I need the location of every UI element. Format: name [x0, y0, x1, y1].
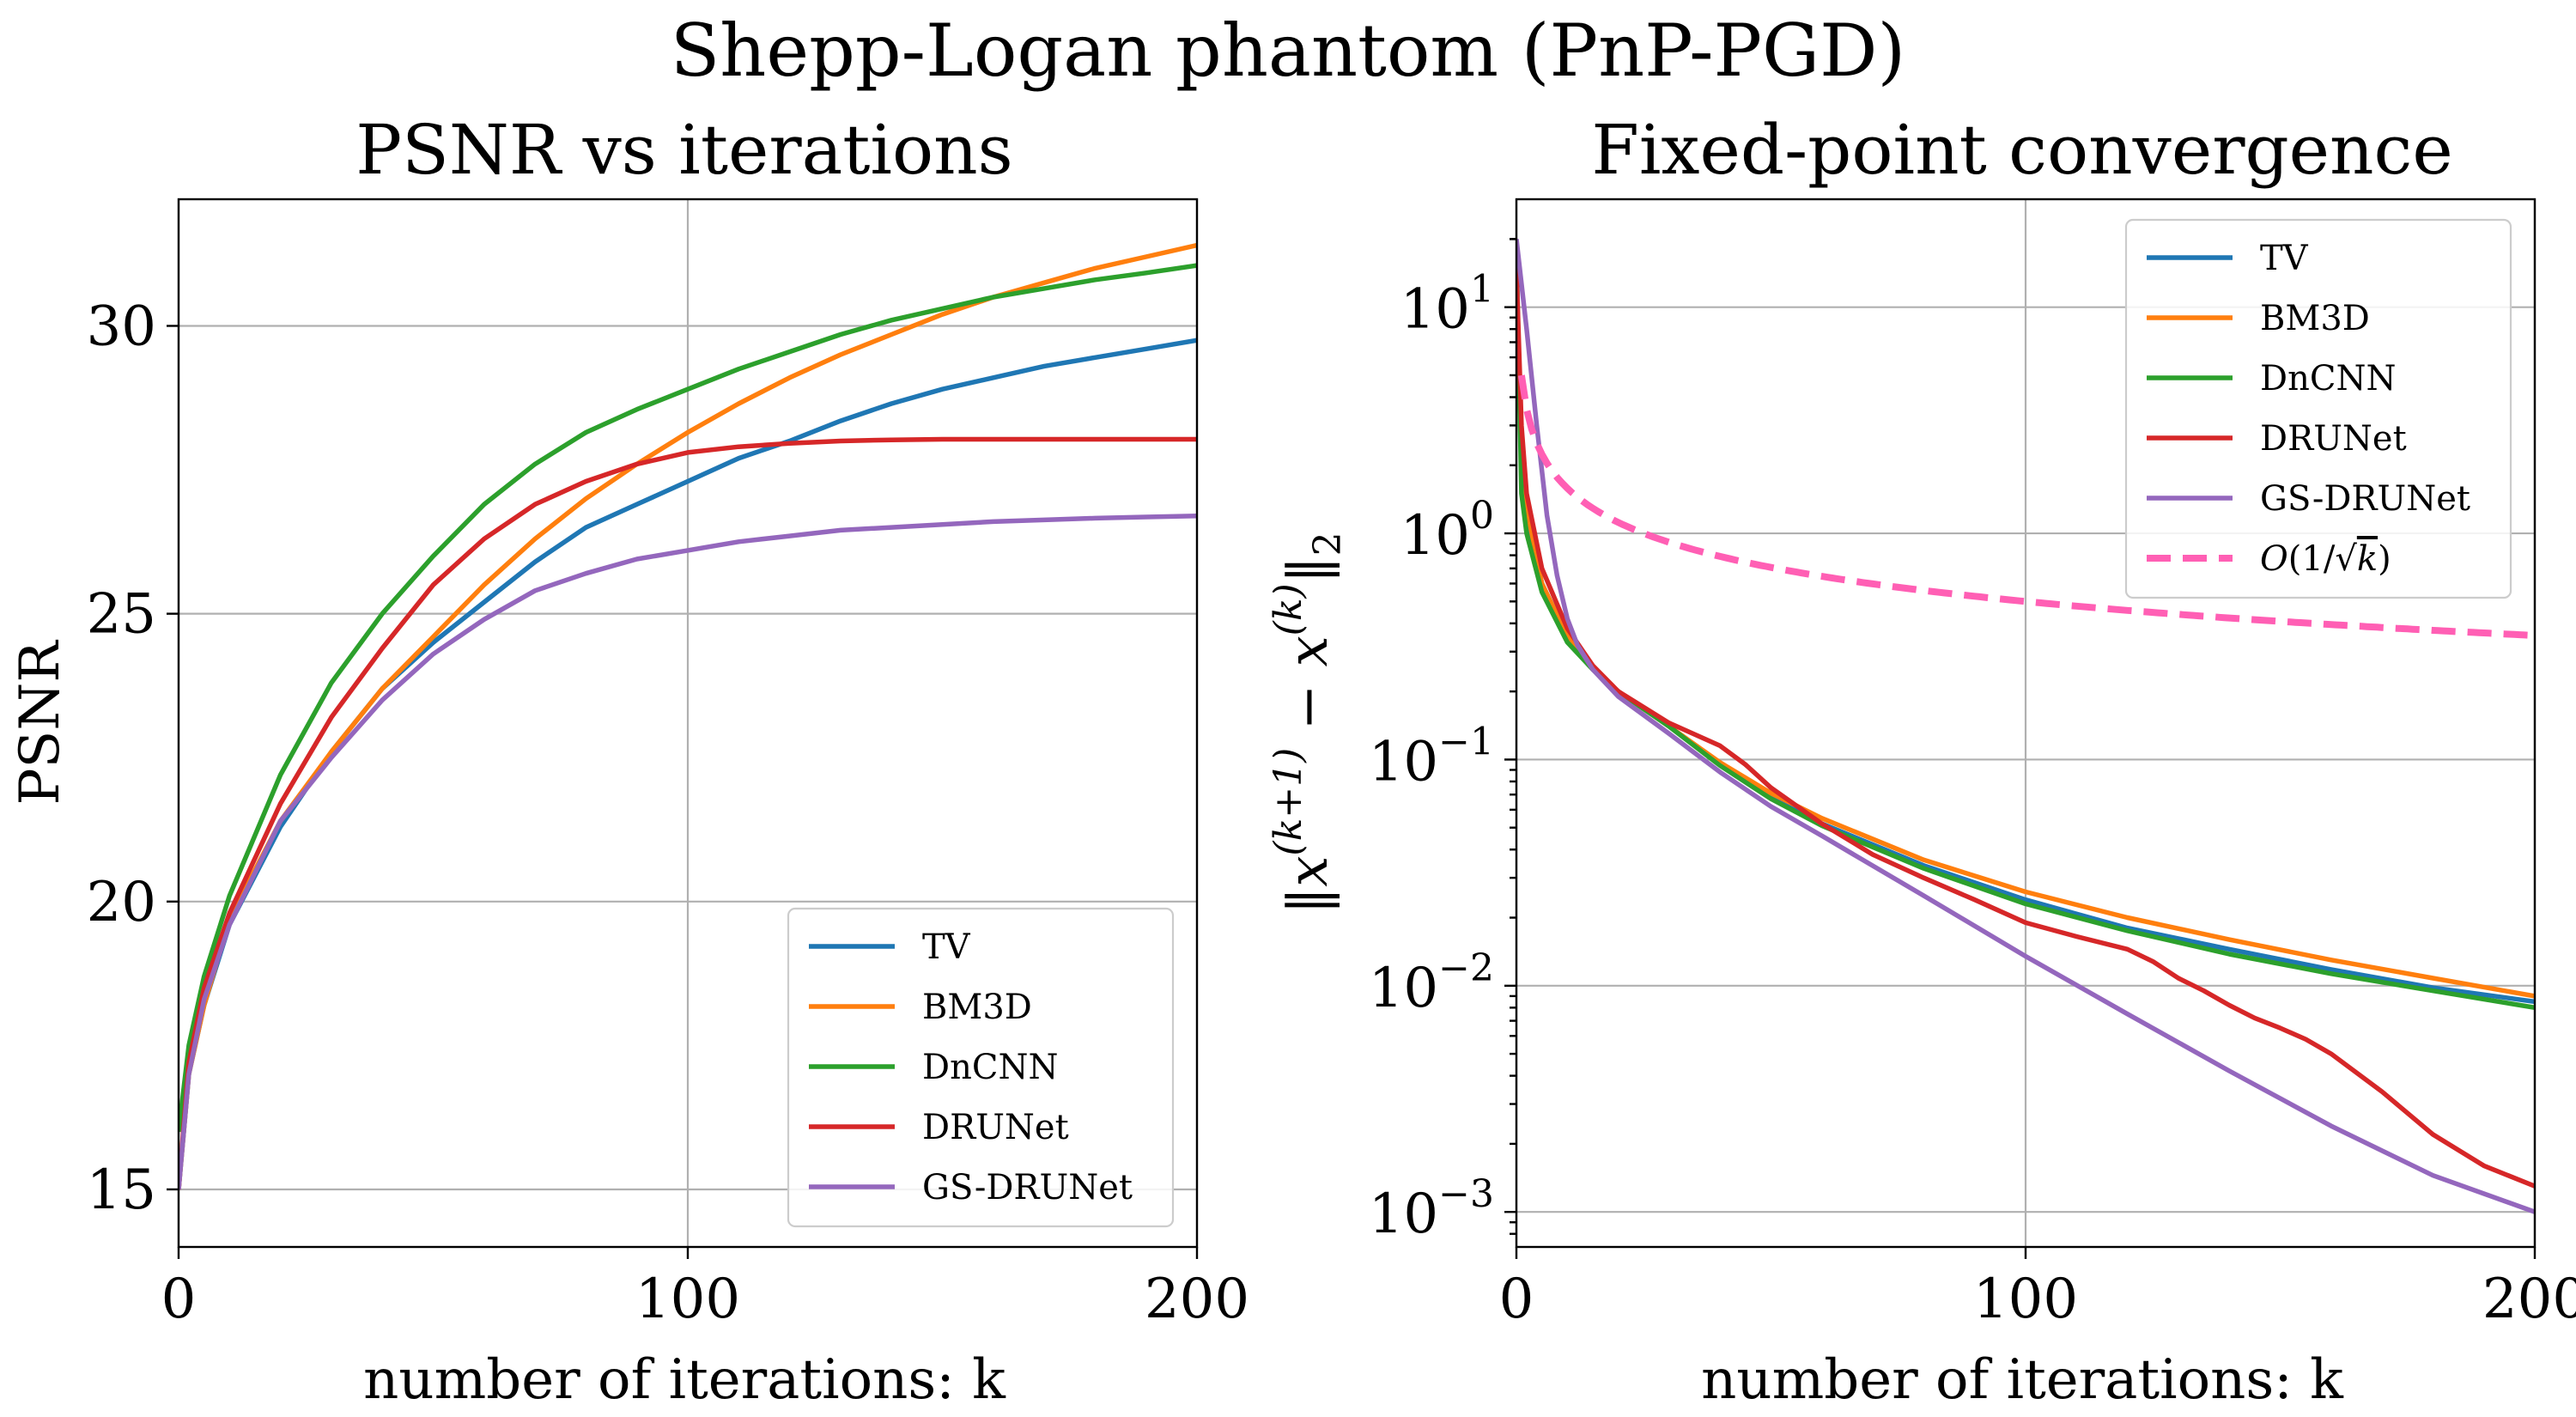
psnr-xtick-label: 0 [161, 1268, 197, 1331]
psnr-legend-frame [787, 907, 1175, 1228]
fixed-point-legend-label-bm3d: BM3D [2260, 299, 2370, 338]
chart-psnr-legend: TV BM3D DnCNN DRUNet GS-DRUNet [787, 907, 1175, 1228]
fixed-point-xtick-label: 0 [1499, 1268, 1534, 1331]
figure-suptitle: Shepp-Logan phantom (PnP-PGD) [671, 9, 1905, 93]
chart-fixed-point-ylabel: ‖x(k+1) − x(k)‖2 [1267, 532, 1350, 914]
fixed-point-series-dncnn [1516, 249, 2535, 1011]
psnr-legend-label-tv: TV [922, 927, 971, 967]
psnr-legend-label-drunet: DRUNet [922, 1108, 1069, 1147]
chart-psnr-ylabel: PSNR [9, 640, 72, 806]
psnr-ytick-label: 25 [87, 583, 156, 647]
psnr-series-gs-drunet [179, 513, 1197, 1190]
fixed-point-series-bm3d [1516, 289, 2535, 999]
fixed-point-legend-frame [2124, 218, 2512, 599]
chart-fixed-point: Fixed-point convergence 0 100 200 10−3 10−2 1… [1267, 110, 2576, 1412]
fixed-point-ytick-label: 101 [1400, 268, 1494, 342]
fixed-point-legend-label-dncnn: DnCNN [2260, 359, 2396, 398]
fixed-point-legend-label-gs-drunet: GS-DRUNet [2260, 479, 2470, 519]
psnr-ytick-label: 20 [87, 871, 156, 934]
fixed-point-ytick-label: 100 [1400, 494, 1494, 568]
svg-text:‖x(k+1) − x(k)‖2: ‖x(k+1) − x(k)‖2 [1267, 532, 1350, 914]
fixed-point-xtick-label: 100 [1973, 1268, 2078, 1331]
fixed-point-ytick-label: 10−2 [1369, 946, 1494, 1020]
psnr-legend-label-gs-drunet: GS-DRUNet [922, 1168, 1133, 1207]
chart-fixed-point-title: Fixed-point convergence [1591, 110, 2452, 190]
fixed-point-ytick-label: 10−3 [1369, 1172, 1494, 1246]
chart-psnr-xlabel: number of iterations: k [363, 1348, 1006, 1412]
psnr-series-dncnn [179, 263, 1197, 1133]
chart-psnr-title: PSNR vs iterations [355, 110, 1012, 190]
psnr-legend-label-dncnn: DnCNN [922, 1048, 1058, 1087]
psnr-xtick-label: 200 [1145, 1268, 1249, 1331]
fixed-point-series-o-1-k [1517, 374, 2535, 639]
fixed-point-ytick-label: 10−1 [1369, 720, 1494, 794]
psnr-ytick-label: 15 [87, 1159, 156, 1222]
fixed-point-legend-label-tv: TV [2260, 239, 2309, 278]
psnr-series-drunet [179, 436, 1197, 1190]
chart-fixed-point-legend: TV BM3D DnCNN DRUNet GS-DRUNet O(1/√k) [2124, 218, 2512, 599]
fixed-point-xtick-label: 200 [2482, 1268, 2576, 1331]
psnr-xtick-label: 100 [635, 1268, 740, 1331]
psnr-legend-label-bm3d: BM3D [922, 988, 1032, 1027]
psnr-ytick-label: 30 [87, 295, 156, 358]
fixed-point-legend-label-o-1-k: O(1/√k) [2260, 539, 2391, 579]
chart-fixed-point-xlabel: number of iterations: k [1701, 1348, 2344, 1412]
chart-psnr: PSNR vs iterations 0 100 200 15 20 25 30 numbe… [9, 110, 1249, 1412]
fixed-point-series-gs-drunet [1516, 239, 2535, 1214]
fixed-point-legend-label-drunet: DRUNet [2260, 419, 2407, 459]
